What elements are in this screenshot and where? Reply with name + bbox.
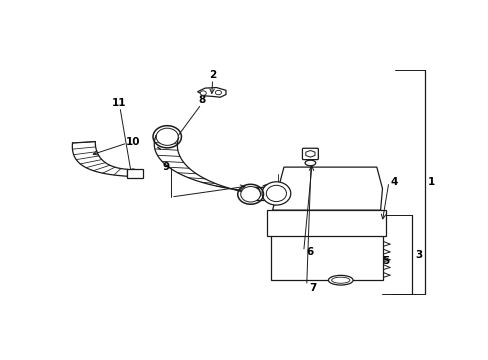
Bar	[127, 169, 143, 177]
Text: 11: 11	[111, 98, 126, 108]
Circle shape	[215, 90, 221, 95]
Polygon shape	[197, 87, 225, 97]
Ellipse shape	[262, 182, 290, 205]
Text: 1: 1	[427, 177, 434, 187]
Text: 10: 10	[125, 137, 140, 147]
Text: 5: 5	[382, 256, 389, 266]
Bar	[266, 210, 385, 236]
Circle shape	[200, 91, 206, 95]
Ellipse shape	[266, 185, 286, 202]
Ellipse shape	[250, 187, 260, 199]
Text: 2: 2	[209, 70, 216, 80]
Text: 7: 7	[309, 283, 316, 293]
Text: 3: 3	[414, 250, 421, 260]
Text: 4: 4	[390, 177, 398, 187]
FancyBboxPatch shape	[302, 148, 318, 159]
Ellipse shape	[328, 275, 352, 285]
Ellipse shape	[331, 277, 349, 283]
Bar	[255, 187, 276, 199]
Ellipse shape	[240, 186, 260, 202]
Text: 9: 9	[163, 162, 170, 172]
Ellipse shape	[305, 160, 315, 166]
Polygon shape	[272, 167, 382, 210]
Bar	[271, 234, 383, 280]
Polygon shape	[305, 150, 314, 157]
Ellipse shape	[156, 128, 178, 145]
Text: 8: 8	[199, 95, 205, 105]
Text: 6: 6	[306, 247, 313, 257]
